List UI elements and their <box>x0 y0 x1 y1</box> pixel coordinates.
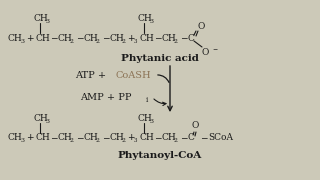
Text: 2: 2 <box>174 138 178 143</box>
Text: 2: 2 <box>96 39 100 44</box>
Text: CH: CH <box>110 33 125 42</box>
Text: ATP +: ATP + <box>75 71 109 80</box>
Text: Phytanoyl-CoA: Phytanoyl-CoA <box>118 150 202 159</box>
Text: 2: 2 <box>70 39 74 44</box>
Text: 3: 3 <box>20 138 24 143</box>
Text: 3: 3 <box>45 118 49 123</box>
Text: CH: CH <box>36 33 51 42</box>
Text: −: − <box>154 134 162 143</box>
Text: CH: CH <box>140 33 155 42</box>
Text: CoASH: CoASH <box>115 71 151 80</box>
Text: 3: 3 <box>45 19 49 24</box>
Text: −: − <box>50 33 58 42</box>
Text: −: − <box>212 46 217 51</box>
Text: CH: CH <box>33 14 48 22</box>
Text: CH: CH <box>110 134 125 143</box>
Text: −: − <box>102 134 109 143</box>
Text: CH: CH <box>162 134 177 143</box>
Text: CH: CH <box>140 134 155 143</box>
Text: i: i <box>146 96 148 104</box>
Text: 3: 3 <box>20 39 24 44</box>
Text: −: − <box>180 33 188 42</box>
Text: 3: 3 <box>149 118 153 123</box>
Text: AMP + PP: AMP + PP <box>80 93 132 102</box>
Text: CH: CH <box>137 114 152 123</box>
Text: 2: 2 <box>96 138 100 143</box>
Text: −: − <box>154 33 162 42</box>
Text: CH: CH <box>162 33 177 42</box>
Text: Phytanic acid: Phytanic acid <box>121 53 199 62</box>
Text: O: O <box>192 122 199 130</box>
Text: +: + <box>127 134 134 143</box>
Text: 2: 2 <box>122 138 126 143</box>
Text: −: − <box>50 134 58 143</box>
Text: +: + <box>26 33 34 42</box>
Text: −: − <box>76 33 84 42</box>
Text: −: − <box>180 134 188 143</box>
Text: CH: CH <box>33 114 48 123</box>
Text: CH: CH <box>58 33 73 42</box>
Text: CH: CH <box>84 33 99 42</box>
Text: −: − <box>76 134 84 143</box>
Text: −: − <box>102 33 109 42</box>
FancyArrowPatch shape <box>158 75 169 82</box>
Text: O: O <box>197 21 204 30</box>
Text: +: + <box>26 134 34 143</box>
Text: CH: CH <box>84 134 99 143</box>
Text: 2: 2 <box>122 39 126 44</box>
Text: 2: 2 <box>70 138 74 143</box>
Text: C: C <box>188 134 195 143</box>
Text: −: − <box>200 134 207 143</box>
Text: CH: CH <box>137 14 152 22</box>
FancyArrowPatch shape <box>154 99 166 105</box>
Text: 3: 3 <box>134 39 138 44</box>
Text: CH: CH <box>8 134 23 143</box>
Text: CH: CH <box>36 134 51 143</box>
Text: 3: 3 <box>134 138 138 143</box>
Text: 3: 3 <box>149 19 153 24</box>
Text: C: C <box>188 33 195 42</box>
Text: CH: CH <box>58 134 73 143</box>
Text: +: + <box>127 33 134 42</box>
Text: CH: CH <box>8 33 23 42</box>
Text: SCoA: SCoA <box>208 134 233 143</box>
Text: 2: 2 <box>174 39 178 44</box>
Text: O: O <box>202 48 209 57</box>
